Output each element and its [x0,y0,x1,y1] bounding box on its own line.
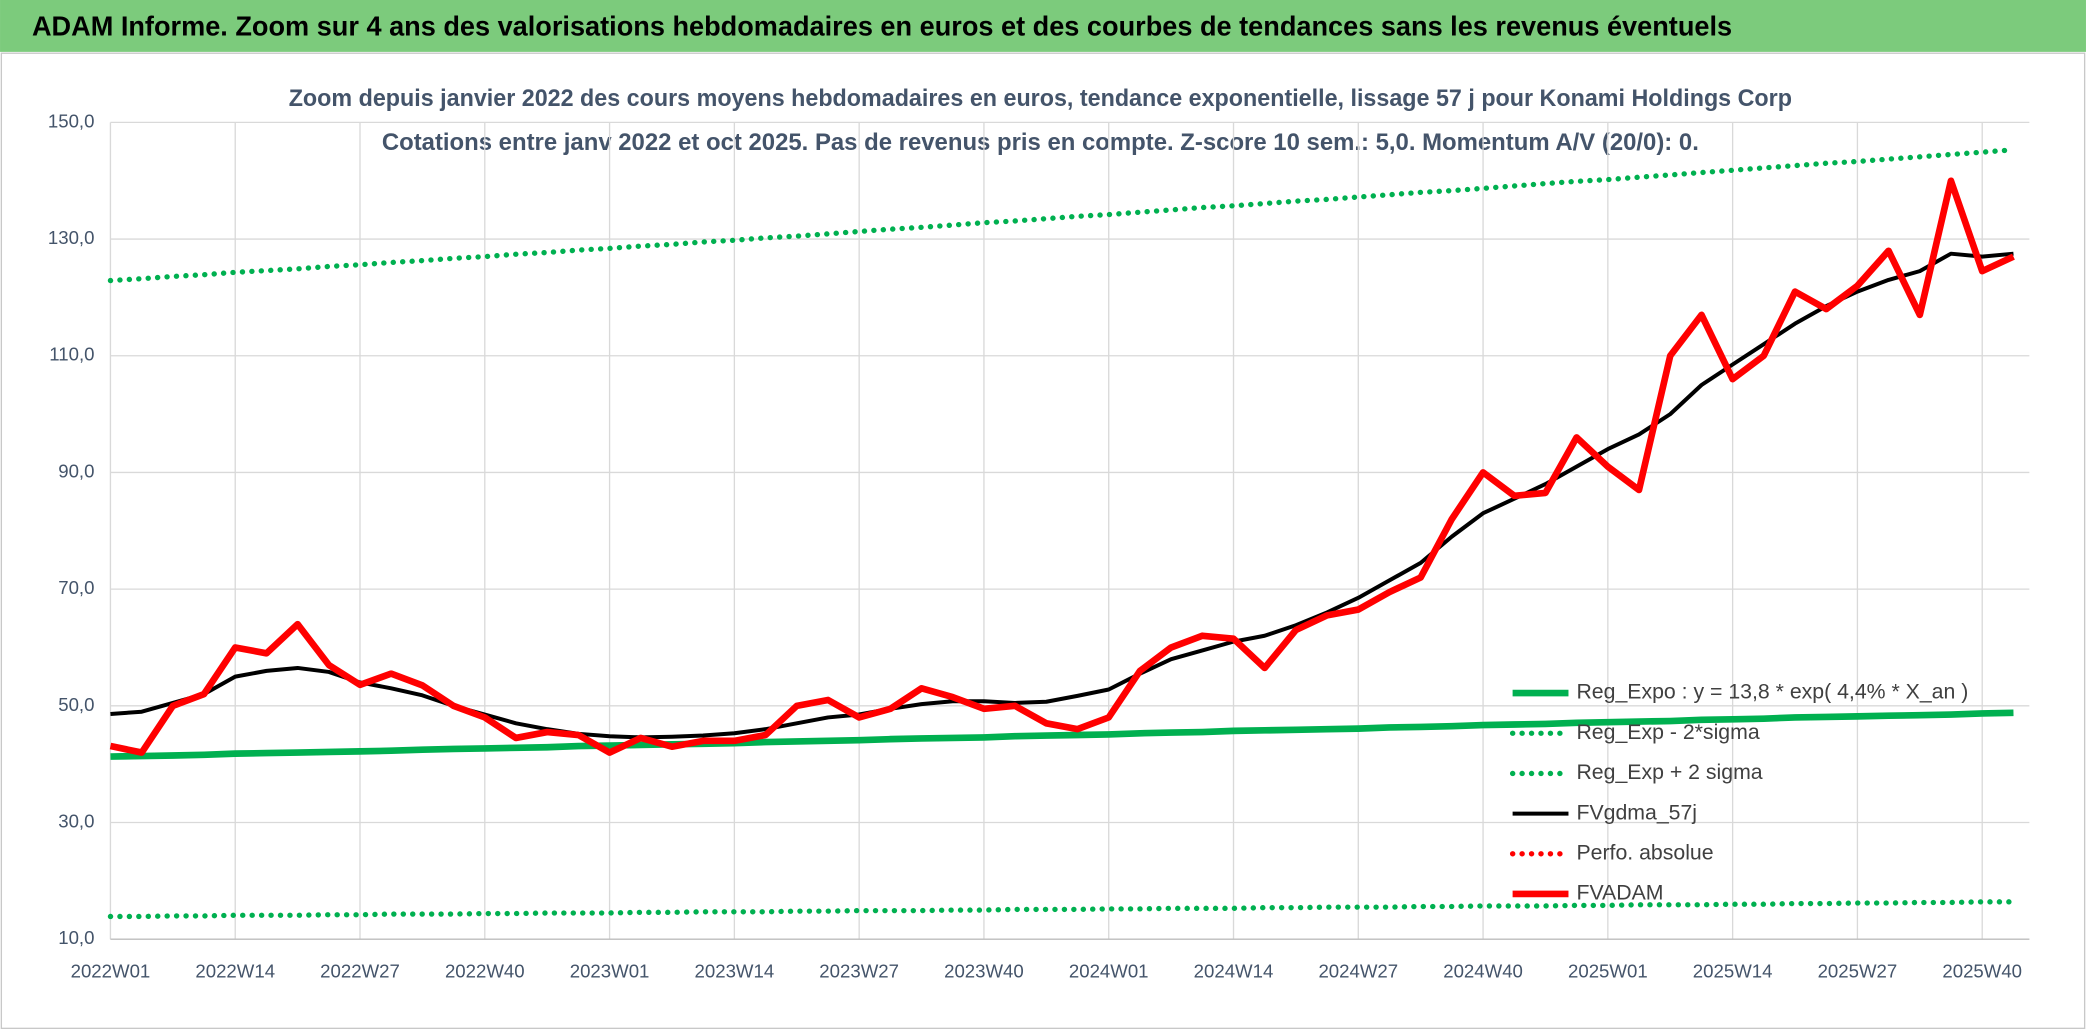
series-line [107,899,2017,920]
x-tick-label: 2022W27 [320,960,400,981]
x-tick-label: 2022W01 [71,960,151,981]
x-tick-label: 2025W01 [1568,960,1648,981]
y-tick-label: 110,0 [49,344,94,365]
x-tick-label: 2025W40 [1942,960,2022,981]
x-tick-label: 2024W40 [1443,960,1523,981]
chart-title: Zoom depuis janvier 2022 des cours moyen… [289,85,1792,112]
header-title: ADAM Informe. Zoom sur 4 ans des valoris… [32,10,1732,41]
y-tick-label: 70,0 [58,577,94,598]
y-tick-label: 50,0 [58,694,94,715]
y-tick-label: 130,0 [48,227,95,248]
series-line [110,709,2014,760]
y-tick-label: 90,0 [58,460,94,481]
y-tick-label: 30,0 [58,810,94,831]
x-tick-label: 2024W14 [1194,960,1274,981]
x-tick-label: 2023W40 [944,960,1024,981]
x-tick-label: 2024W01 [1069,960,1149,981]
chart-frame [0,52,2086,1030]
y-tick-label: 10,0 [58,927,94,948]
x-tick-label: 2023W14 [695,960,775,981]
legend-label: Perfo. absolue [1576,840,1713,864]
legend-label: Reg_Exp - 2*sigma [1576,720,1759,744]
x-tick-label: 2023W27 [819,960,899,981]
x-tick-label: 2022W40 [445,960,525,981]
series-line [109,177,2015,756]
x-tick-label: 2023W01 [570,960,650,981]
legend-label: FVgdma_57j [1576,800,1697,824]
series-line [107,147,2017,284]
x-tick-label: 2024W27 [1318,960,1398,981]
series-line [110,251,2014,740]
legend-label: Reg_Exp + 2 sigma [1576,760,1762,784]
x-tick-label: 2025W14 [1693,960,1773,981]
chart-subtitle: Cotations entre janv 2022 et oct 2025. P… [382,129,1699,156]
header-bar [0,0,2086,52]
y-tick-label: 150,0 [48,110,95,131]
legend-label: FVADAM [1576,881,1663,905]
legend-label: Reg_Expo : y = 13,8 * exp( 4,4% * X_an ) [1576,680,1968,704]
x-tick-label: 2025W27 [1818,960,1898,981]
x-tick-label: 2022W14 [195,960,275,981]
